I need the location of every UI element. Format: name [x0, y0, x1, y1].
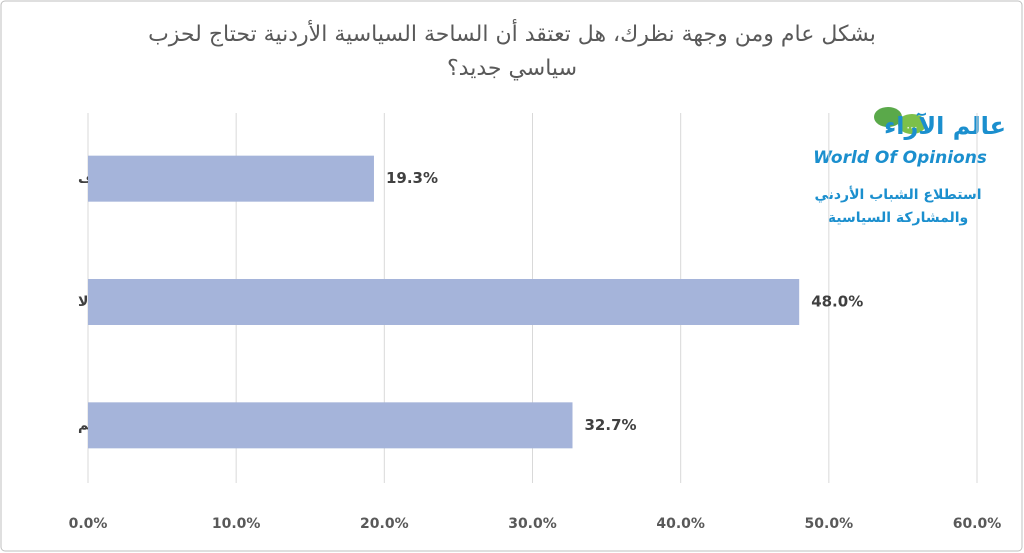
x-tick-label: 50.0%	[805, 516, 854, 532]
logo-name-en: World Of Opinions	[813, 148, 987, 168]
logo-line: والمشاركة السياسية	[828, 210, 968, 226]
speech-bubble	[898, 114, 926, 134]
x-tick-label: 30.0%	[508, 516, 557, 532]
bar	[88, 279, 800, 325]
x-tick-label: 20.0%	[360, 516, 409, 532]
value-label: 19.3%	[386, 169, 438, 187]
bar	[88, 402, 573, 449]
value-label: 48.0%	[811, 293, 863, 311]
x-tick-label: 60.0%	[953, 516, 1002, 532]
y-tick-label: لا	[78, 294, 88, 310]
x-tick-label: 10.0%	[212, 516, 261, 532]
x-tick-label: 0.0%	[69, 516, 108, 532]
chart-title: بشكل عام ومن وجهة نظرك، هل تعتقد أن السا…	[148, 22, 876, 81]
logo-name-ar: عالم الآراء	[884, 112, 1006, 140]
logo: ... عالم الآراء World Of Opinions استطلا…	[813, 107, 1006, 226]
bubble-dots: ...	[906, 118, 917, 132]
bar	[88, 155, 374, 202]
logo-line: استطلاع الشباب الأردني	[814, 186, 981, 203]
speech-bubble	[874, 107, 902, 127]
x-tick-label: 40.0%	[656, 516, 705, 532]
value-label: 32.7%	[585, 416, 637, 434]
